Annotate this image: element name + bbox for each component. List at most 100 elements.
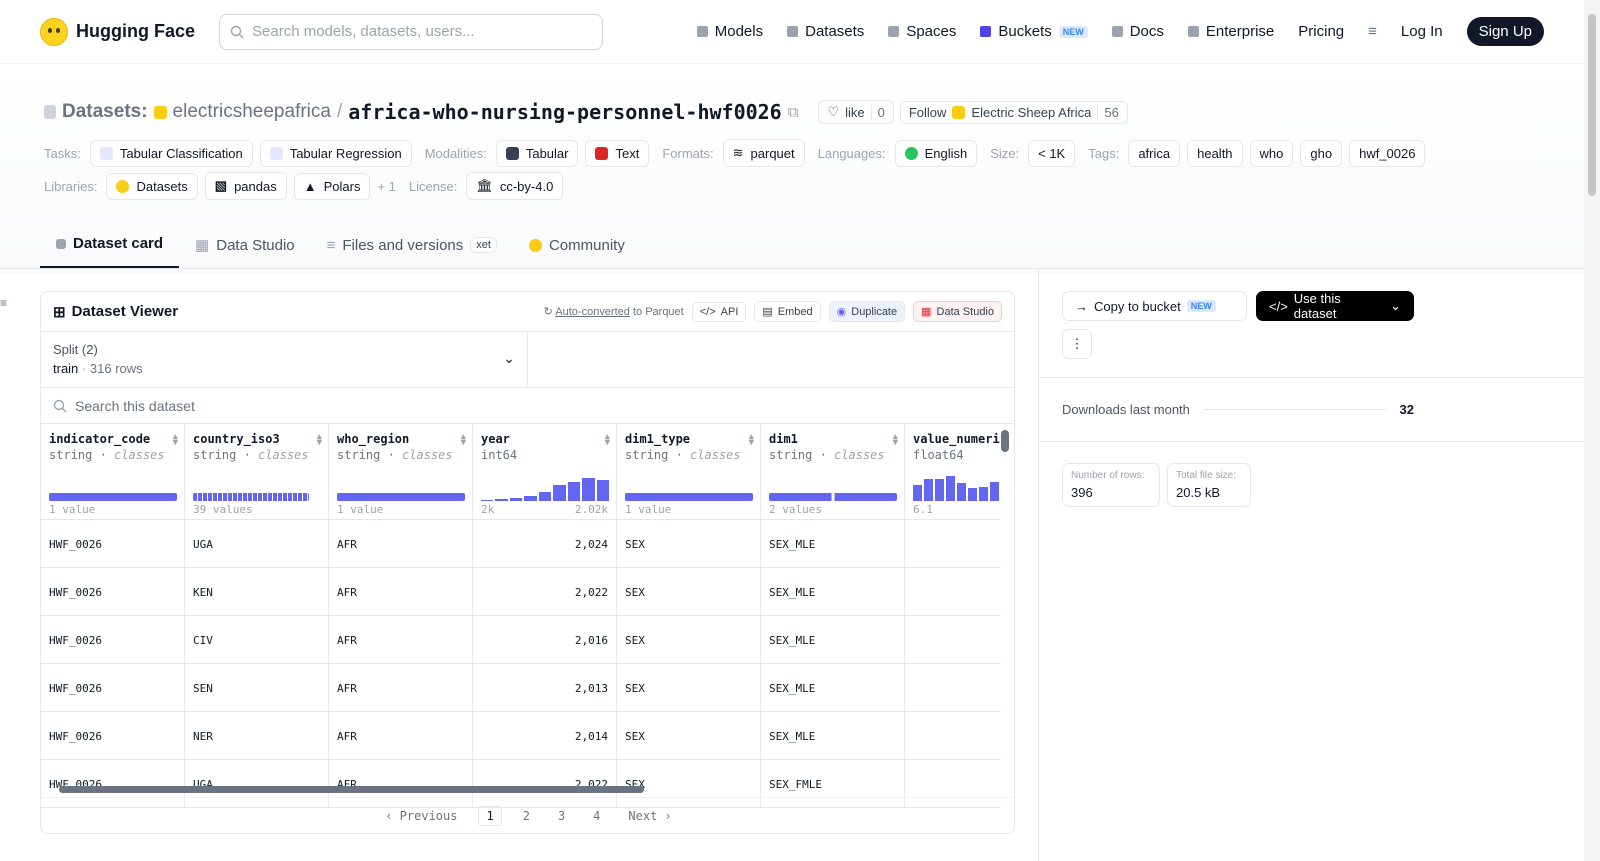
table-cell[interactable]: SEX	[617, 568, 761, 616]
data-studio-button[interactable]: ▦ Data Studio	[913, 301, 1002, 322]
table-cell[interactable]: 2,022	[473, 568, 617, 616]
split-select[interactable]: Split (2) train · 316 rows ⌄	[41, 332, 528, 387]
table-cell[interactable]	[905, 568, 1001, 616]
column-header[interactable]: dim1_type string · classes ▲ ▼ 1 value	[617, 424, 761, 520]
tag-size[interactable]: < 1K	[1028, 139, 1076, 167]
sort-icon[interactable]: ▲ ▼	[748, 432, 754, 448]
search-input[interactable]: Search models, datasets, users...	[219, 13, 604, 50]
api-button[interactable]: </> API	[691, 301, 747, 322]
table-row[interactable]: HWF_0026 UGA AFR 2,024 SEX SEX_MLE	[41, 520, 1001, 568]
tag-modality[interactable]: Text	[585, 139, 650, 167]
tab-dataset-card[interactable]: Dataset card	[40, 225, 180, 269]
tag-task[interactable]: Tabular Regression	[259, 139, 412, 167]
table-cell[interactable]	[905, 664, 1001, 712]
table-row[interactable]: HWF_0026 KEN AFR 2,022 SEX SEX_MLE	[41, 568, 1001, 616]
table-cell[interactable]: 2,024	[473, 520, 617, 568]
table-cell[interactable]: AFR	[329, 568, 473, 616]
tag-language[interactable]: English	[894, 139, 978, 167]
page-scrollbar[interactable]	[1584, 0, 1600, 861]
column-header[interactable]: who_region string · classes ▲ ▼ 1 value	[329, 424, 473, 520]
table-cell[interactable]: AFR	[329, 712, 473, 760]
follow-button[interactable]: Follow Electric Sheep Africa 56	[899, 100, 1128, 124]
dataset-search-input[interactable]: Search this dataset	[41, 388, 1014, 424]
table-cell[interactable]: SEX_MLE	[761, 520, 905, 568]
signup-button[interactable]: Sign Up	[1466, 17, 1544, 46]
tab-data-studio[interactable]: ▦ Data Studio	[179, 225, 311, 269]
column-header[interactable]: year int64 ▲ ▼ 2k 2.02k	[473, 424, 617, 520]
table-cell[interactable]: NER	[185, 712, 329, 760]
sort-icon[interactable]: ▲ ▼	[460, 432, 466, 448]
table-cell[interactable]: HWF_0026	[41, 616, 185, 664]
table-cell[interactable]: AFR	[329, 520, 473, 568]
page-3[interactable]: 3	[557, 808, 566, 823]
table-cell[interactable]: SEX	[617, 664, 761, 712]
login-link[interactable]: Log In	[1400, 23, 1443, 40]
tag-item[interactable]: africa	[1128, 139, 1181, 167]
table-row[interactable]: HWF_0026 NER AFR 2,014 SEX SEX_MLE	[41, 712, 1001, 760]
column-header[interactable]: indicator_code string · classes ▲ ▼ 1 val…	[41, 424, 185, 520]
table-cell[interactable]: HWF_0026	[41, 520, 185, 568]
tag-library[interactable]: Datasets	[106, 172, 198, 200]
nav-buckets[interactable]: Buckets NEW	[980, 23, 1088, 40]
nav-datasets[interactable]: Datasets	[787, 23, 864, 40]
table-cell[interactable]: SEX	[617, 712, 761, 760]
table-cell[interactable]: 2,013	[473, 664, 617, 712]
table-cell[interactable]: HWF_0026	[41, 712, 185, 760]
column-header[interactable]: dim1 string · classes ▲ ▼ 2 values	[761, 424, 905, 520]
table-cell[interactable]: SEX_MLE	[761, 568, 905, 616]
sort-icon[interactable]: ▲ ▼	[892, 432, 898, 448]
sort-icon[interactable]: ▲ ▼	[316, 432, 322, 448]
nav-enterprise[interactable]: Enterprise	[1187, 23, 1274, 40]
table-cell[interactable]	[905, 712, 1001, 760]
nav-spaces[interactable]: Spaces	[888, 23, 956, 40]
nav-pricing[interactable]: Pricing	[1298, 23, 1344, 40]
table-cell[interactable]: UGA	[185, 520, 329, 568]
column-header[interactable]: value_numeri float64 6.1	[905, 424, 1001, 520]
tag-item[interactable]: who	[1249, 139, 1294, 167]
table-cell[interactable]: AFR	[329, 664, 473, 712]
tag-format[interactable]: ≋ parquet	[722, 139, 805, 167]
page-4[interactable]: 4	[593, 808, 601, 823]
use-dataset-button[interactable]: </> Use this dataset ⌄	[1256, 291, 1414, 321]
table-cell[interactable]: HWF_0026	[41, 664, 185, 712]
repo-name[interactable]: africa-who-nursing-personnel-hwf0026	[348, 100, 782, 124]
duplicate-button[interactable]: ◉ Duplicate	[828, 301, 906, 322]
embed-button[interactable]: ▤ Embed	[754, 301, 821, 322]
copy-icon[interactable]: ⧉	[787, 103, 799, 121]
table-cell[interactable]	[905, 520, 1001, 568]
page-scrollbar-thumb[interactable]	[1588, 14, 1596, 196]
table-row[interactable]: HWF_0026 SEN AFR 2,013 SEX SEX_MLE	[41, 664, 1001, 712]
table-cell[interactable]: HWF_0026	[41, 568, 185, 616]
libraries-more[interactable]: + 1	[377, 178, 396, 194]
tag-license[interactable]: 🏛 cc-by-4.0	[466, 172, 564, 200]
tag-library[interactable]: ▧ pandas	[204, 172, 287, 200]
sort-icon[interactable]: ▲ ▼	[172, 432, 178, 448]
sort-icon[interactable]: ▲ ▼	[604, 432, 610, 448]
previous-button[interactable]: ‹ Previous	[385, 808, 458, 823]
auto-converted-link[interactable]: Auto-converted	[555, 306, 630, 318]
column-header[interactable]: country_iso3 string · classes ▲ ▼ 39 valu…	[185, 424, 329, 520]
table-cell[interactable]: SEX_MLE	[761, 664, 905, 712]
next-button[interactable]: Next ›	[628, 808, 672, 823]
tab-community[interactable]: Community	[513, 225, 641, 269]
repo-owner[interactable]: electricsheepafrica	[172, 101, 331, 122]
page-1[interactable]: 1	[478, 805, 502, 826]
brand-logo[interactable]: Hugging Face	[40, 17, 195, 46]
table-cell[interactable]: SEN	[185, 664, 329, 712]
table-cell[interactable]: SEX	[617, 616, 761, 664]
copy-to-bucket-button[interactable]: → Copy to bucket NEW	[1062, 291, 1247, 321]
table-cell[interactable]	[905, 616, 1001, 664]
like-button[interactable]: ♡ like 0	[818, 100, 894, 124]
more-menu-icon[interactable]: ≡	[1368, 23, 1377, 40]
more-options-button[interactable]: ⋮	[1062, 329, 1092, 359]
table-cell[interactable]: SEX_MLE	[761, 712, 905, 760]
tag-library[interactable]: ▲ Polars	[293, 172, 371, 200]
tab-files[interactable]: ≡ Files and versions xet	[311, 225, 513, 269]
table-cell[interactable]: 2,014	[473, 712, 617, 760]
vertical-scrollbar[interactable]	[1001, 430, 1009, 452]
table-row[interactable]: HWF_0026 CIV AFR 2,016 SEX SEX_MLE	[41, 616, 1001, 664]
table-cell[interactable]: SEX_MLE	[761, 616, 905, 664]
tag-item[interactable]: gho	[1300, 139, 1343, 167]
table-cell[interactable]: SEX_FMLE	[761, 760, 905, 808]
table-cell[interactable]: CIV	[185, 616, 329, 664]
